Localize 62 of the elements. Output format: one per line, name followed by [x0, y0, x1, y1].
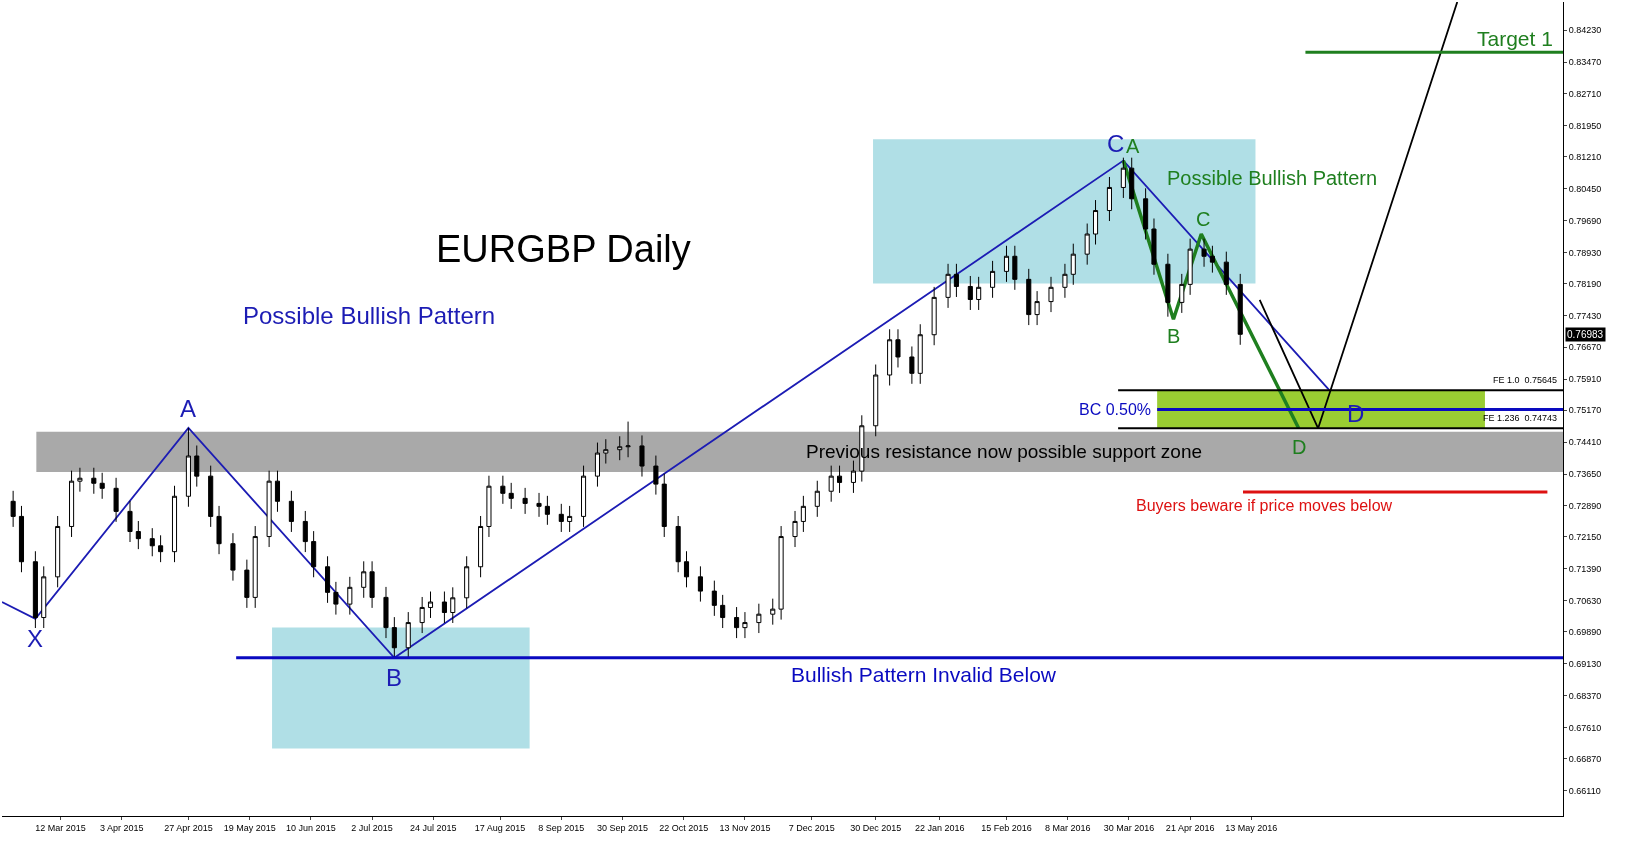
y-tick-label: 0.80450: [1568, 183, 1602, 194]
y-tick-label: 0.66110: [1568, 785, 1601, 796]
y-tick-label: 0.78930: [1568, 247, 1602, 258]
x-tick-label: 2 Jul 2015: [351, 822, 393, 833]
x-tick-label: 13 May 2016: [1225, 822, 1278, 833]
annotation: X: [27, 625, 44, 652]
y-tick-label: 0.76670: [1568, 342, 1602, 353]
ref-line-label: Bullish Pattern Invalid Below: [791, 663, 1057, 686]
x-tick-label: 3 Apr 2015: [99, 822, 144, 833]
y-tick-label: 0.68370: [1568, 690, 1602, 701]
y-tick-label: 0.69890: [1568, 626, 1602, 637]
x-tick-label: 19 May 2015: [223, 822, 276, 833]
y-tick-label: 0.74410: [1568, 437, 1602, 448]
y-tick-label: 0.84230: [1568, 25, 1602, 36]
annotation: B: [386, 664, 403, 691]
x-tick-label: 22 Oct 2015: [659, 822, 709, 833]
annotation: C: [1107, 130, 1125, 157]
y-tick-label: 0.66870: [1568, 753, 1602, 764]
y-tick-label: 0.83470: [1568, 57, 1602, 68]
y-tick-label: 0.81210: [1568, 151, 1602, 162]
y-tick-label: 0.71390: [1568, 564, 1602, 575]
annotation: C: [1196, 208, 1211, 230]
y-tick-label: 0.69130: [1568, 658, 1602, 669]
y-tick-label: 0.79690: [1568, 215, 1602, 226]
y-tick-label: 0.73650: [1568, 469, 1602, 480]
x-tick-label: 30 Sep 2015: [596, 822, 649, 833]
x-tick-label: 15 Feb 2016: [981, 822, 1032, 833]
annotation: D: [1292, 436, 1307, 458]
x-tick-label: 13 Nov 2015: [719, 822, 771, 833]
y-tick-label: 0.67610: [1568, 722, 1602, 733]
y-tick-label: 0.82710: [1568, 89, 1602, 100]
x-tick-label: 27 Apr 2015: [164, 822, 213, 833]
y-tick-label: 0.72150: [1568, 532, 1602, 543]
x-tick-label: 22 Jan 2016: [914, 822, 965, 833]
annotation: B: [1167, 325, 1181, 347]
ref-line-label: Target 1: [1477, 27, 1553, 50]
x-tick-label: 10 Jun 2015: [286, 822, 336, 833]
ref-line-label: BC 0.50%: [1079, 401, 1152, 418]
x-tick-label: 21 Apr 2016: [1165, 822, 1215, 833]
ref-line-label: Buyers beware if price moves below: [1136, 497, 1393, 514]
x-tick-label: 8 Mar 2016: [1044, 822, 1091, 833]
x-tick-label: 24 Jul 2015: [410, 822, 457, 833]
x-tick-label: 7 Dec 2015: [788, 822, 835, 833]
text: EURGBP Daily: [436, 228, 691, 270]
annotation: A: [1126, 135, 1140, 157]
annotation: Possible Bullish Pattern: [243, 302, 496, 329]
y-tick-label: 0.77430: [1568, 310, 1602, 321]
y-tick-label: 0.78190: [1568, 278, 1602, 289]
annotation: A: [180, 395, 197, 422]
x-tick-label: 12 Mar 2015: [35, 822, 86, 833]
y-tick-label: 0.81950: [1568, 120, 1602, 131]
y-tick-label: 0.72890: [1568, 501, 1602, 512]
y-tick-label: 0.75910: [1568, 374, 1602, 385]
x-tick-label: 8 Sep 2015: [538, 822, 585, 833]
ref-line-label: FE 1.0 0.75645: [1493, 375, 1558, 385]
annotation: Possible Bullish Pattern: [1167, 167, 1378, 189]
x-tick-label: 30 Mar 2016: [1103, 822, 1155, 833]
x-tick-label: 30 Dec 2015: [850, 822, 902, 833]
x-tick-label: 17 Aug 2015: [474, 822, 526, 833]
y-tick-label: 0.70630: [1568, 595, 1602, 606]
y-tick-label: 0.75170: [1568, 405, 1602, 416]
annotation: 0.76983: [1567, 329, 1604, 340]
